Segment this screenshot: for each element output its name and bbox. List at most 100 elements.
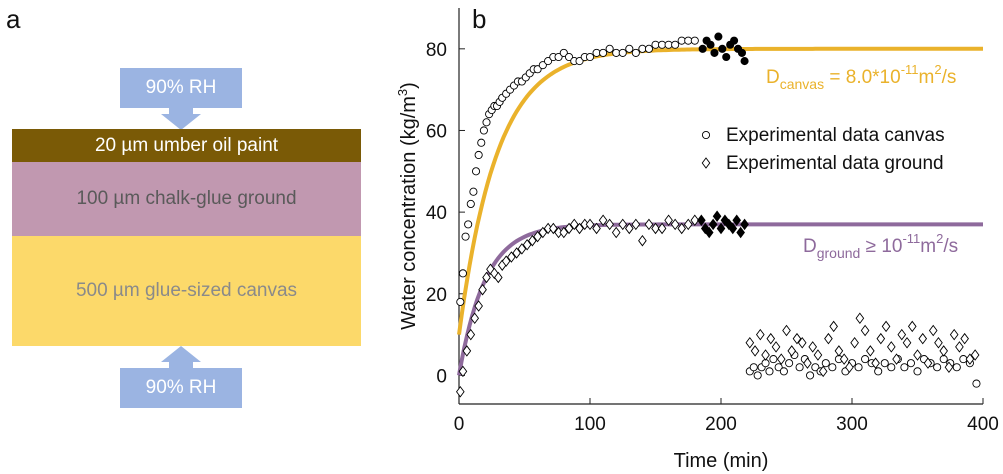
data-point	[482, 271, 491, 284]
y-tick-label: 40	[426, 203, 447, 224]
data-point	[808, 341, 818, 353]
data-point	[549, 222, 558, 235]
data-point	[522, 239, 532, 251]
data-point	[474, 300, 483, 312]
data-point	[605, 218, 614, 231]
data-point	[737, 48, 747, 57]
data-point	[829, 320, 838, 333]
data-point	[706, 40, 715, 49]
canvas-diffusion-annotation-part-4: m	[919, 67, 935, 88]
data-point	[599, 48, 608, 57]
data-point	[728, 222, 738, 235]
data-point	[701, 157, 711, 169]
data-point	[644, 218, 654, 231]
data-point	[785, 359, 794, 368]
ground-fit-curve	[457, 222, 983, 376]
ground-diffusion-annotation-part-1: ground	[817, 245, 861, 261]
data-point	[455, 386, 465, 398]
data-point	[479, 126, 488, 135]
data-point	[970, 349, 980, 361]
data-point	[818, 365, 828, 378]
data-point	[839, 353, 849, 365]
data-point	[755, 328, 765, 341]
data-point	[750, 345, 760, 357]
data-point	[776, 353, 786, 365]
data-point	[533, 230, 542, 243]
data-point	[952, 363, 961, 372]
y-tick-label: 80	[426, 40, 447, 61]
data-point	[716, 222, 726, 235]
data-point	[611, 226, 621, 239]
data-point	[892, 353, 901, 365]
ground-diffusion-annotation-part-3: -11	[902, 231, 920, 246]
up-arrow-icon	[161, 346, 201, 370]
ground-diffusion-annotation-part-4: m	[920, 236, 936, 257]
x-tick-label: 200	[705, 414, 737, 435]
y-axis-label-main: Water concentration (kg/m	[398, 96, 420, 330]
data-point	[710, 48, 719, 57]
data-point	[824, 332, 833, 345]
data-point	[651, 222, 660, 235]
data-point	[923, 357, 933, 369]
data-point	[845, 361, 854, 374]
top-rh-box: 90% RH	[120, 68, 242, 108]
data-point	[464, 220, 473, 229]
data-point	[631, 48, 640, 57]
data-point	[771, 341, 781, 353]
ground-diffusion-annotation-part-0: D	[803, 236, 817, 257]
data-point	[960, 332, 969, 345]
data-point	[559, 226, 569, 239]
data-point	[575, 57, 584, 66]
data-point	[671, 40, 680, 49]
data-point	[753, 371, 762, 380]
data-point	[585, 218, 595, 231]
data-point	[493, 271, 503, 284]
data-point	[918, 332, 928, 345]
data-point	[782, 324, 791, 337]
data-point	[554, 52, 563, 62]
data-point	[769, 355, 778, 364]
canvas-diffusion-annotation: Dcanvas = 8.0*10-11m2/s	[766, 62, 956, 92]
down-arrow-icon	[161, 106, 201, 130]
data-point	[797, 337, 807, 349]
data-point	[698, 44, 707, 53]
data-point	[871, 357, 880, 369]
data-point	[701, 130, 711, 140]
data-point	[732, 214, 742, 227]
data-point	[740, 57, 749, 66]
data-point	[955, 341, 964, 353]
data-point	[605, 44, 614, 53]
layer-oil-paint: 20 µm umber oil paint	[12, 129, 361, 162]
data-point	[876, 332, 886, 345]
data-point	[907, 320, 917, 333]
data-point	[697, 214, 706, 227]
data-point	[811, 363, 820, 372]
data-point	[538, 61, 547, 70]
panel-b-letter: b	[472, 4, 487, 34]
data-point	[749, 363, 758, 372]
data-point	[690, 36, 699, 45]
data-point	[861, 355, 870, 364]
data-point	[458, 269, 467, 278]
data-point	[690, 214, 700, 227]
data-point	[704, 226, 714, 239]
series-4-diamond-filled	[697, 210, 749, 239]
x-tick-label: 100	[574, 414, 606, 435]
data-point	[533, 65, 542, 74]
data-point	[559, 48, 568, 57]
data-point	[469, 187, 478, 196]
bottom-rh-label: 90% RH	[145, 377, 217, 398]
series-2-circle-open	[745, 350, 981, 388]
data-point	[638, 234, 647, 247]
data-point	[881, 320, 891, 333]
series-0-circle-open	[456, 36, 699, 306]
canvas-fit-curve	[457, 46, 983, 335]
bottom-rh-box: 90% RH	[120, 368, 242, 408]
x-tick-label: 300	[836, 414, 868, 435]
data-point	[683, 218, 693, 231]
data-point	[461, 232, 470, 241]
data-point	[774, 363, 783, 372]
data-point	[722, 52, 731, 62]
